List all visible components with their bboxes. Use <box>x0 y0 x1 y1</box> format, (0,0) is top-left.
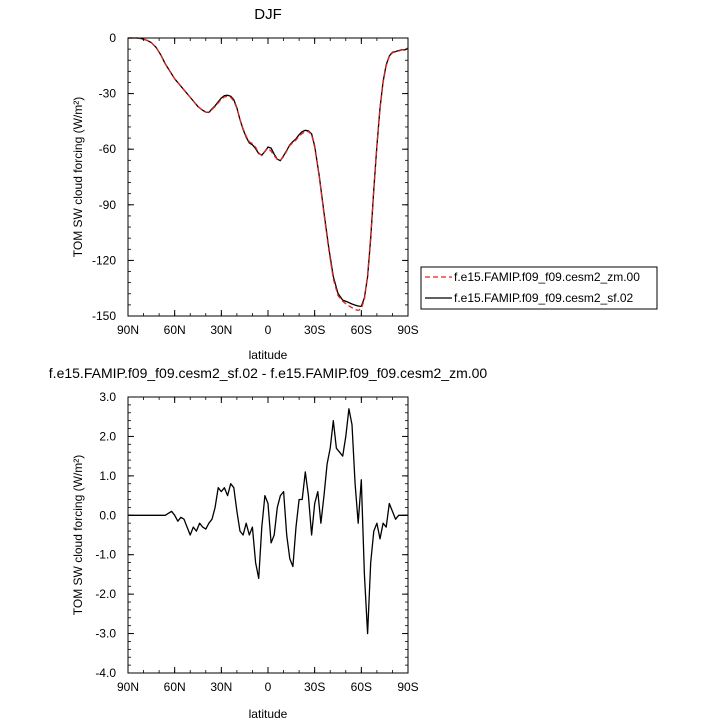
bottom-x-tick-label: 30S <box>304 680 325 694</box>
bottom-panel: f.e15.FAMIP.f09_f09.cesm2_sf.02 - f.e15.… <box>49 365 488 721</box>
top-x-tick-label: 60N <box>164 323 186 337</box>
bottom-x-tick-label: 60S <box>351 680 372 694</box>
bottom-x-tick-label: 60N <box>164 680 186 694</box>
bottom-y-tick-label: 2.0 <box>99 429 116 443</box>
top-y-tick-label: -120 <box>92 253 116 267</box>
top-y-tick-label: 0 <box>109 31 116 45</box>
bottom-plot-frame <box>127 396 409 674</box>
bottom-x-axis-label: latitude <box>249 707 288 721</box>
bottom-y-axis-label: TOM SW cloud forcing (W/m²) <box>71 455 85 615</box>
top-y-tick-label: -30 <box>99 87 117 101</box>
bottom-y-tick-label: -4.0 <box>95 666 116 680</box>
top-x-tick-label: 60S <box>351 323 372 337</box>
top-y-tick-label: -60 <box>99 142 117 156</box>
legend-label-sf: f.e15.FAMIP.f09_f09.cesm2_sf.02 <box>454 291 634 305</box>
bottom-x-tick-label: 0 <box>265 680 272 694</box>
bottom-y-tick-label: 1.0 <box>99 469 116 483</box>
legend-label-zm: f.e15.FAMIP.f09_f09.cesm2_zm.00 <box>454 270 640 284</box>
top-x-axis-label: latitude <box>249 348 288 362</box>
top-x-tick-label: 90S <box>397 323 418 337</box>
bottom-y-tick-label: -2.0 <box>95 587 116 601</box>
bottom-y-tick-label: 3.0 <box>99 390 116 404</box>
bottom-x-tick-label: 30N <box>210 680 232 694</box>
top-y-tick-label: -90 <box>99 198 117 212</box>
bottom-y-tick-label: -1.0 <box>95 548 116 562</box>
top-chart-title: DJF <box>254 6 282 23</box>
bottom-y-tick-label: -3.0 <box>95 627 116 641</box>
bottom-x-tick-label: 90S <box>397 680 418 694</box>
top-x-tick-label: 90N <box>117 323 139 337</box>
top-panel: DJF 90N 60N 30N 0 30S 60S 90S 0 -30 -60 -90 -120 -15… <box>71 6 419 362</box>
legend-box <box>420 266 658 310</box>
bottom-series-line-0 <box>128 408 408 635</box>
legend: f.e15.FAMIP.f09_f09.cesm2_zm.00 f.e15.FA… <box>420 266 658 310</box>
top-series-line-0 <box>128 37 409 308</box>
top-x-tick-label: 0 <box>265 323 272 337</box>
top-x-tick-label: 30N <box>210 323 232 337</box>
top-series-line-1 <box>128 37 409 312</box>
top-x-tick-label: 30S <box>304 323 325 337</box>
top-y-tick-label: -150 <box>92 309 116 323</box>
bottom-y-tick-label: 0.0 <box>99 508 116 522</box>
top-y-axis-label: TOM SW cloud forcing (W/m²) <box>71 97 85 257</box>
bottom-x-tick-label: 90N <box>117 680 139 694</box>
top-plot-frame <box>127 37 409 317</box>
bottom-chart-title: f.e15.FAMIP.f09_f09.cesm2_sf.02 - f.e15.… <box>49 365 488 381</box>
